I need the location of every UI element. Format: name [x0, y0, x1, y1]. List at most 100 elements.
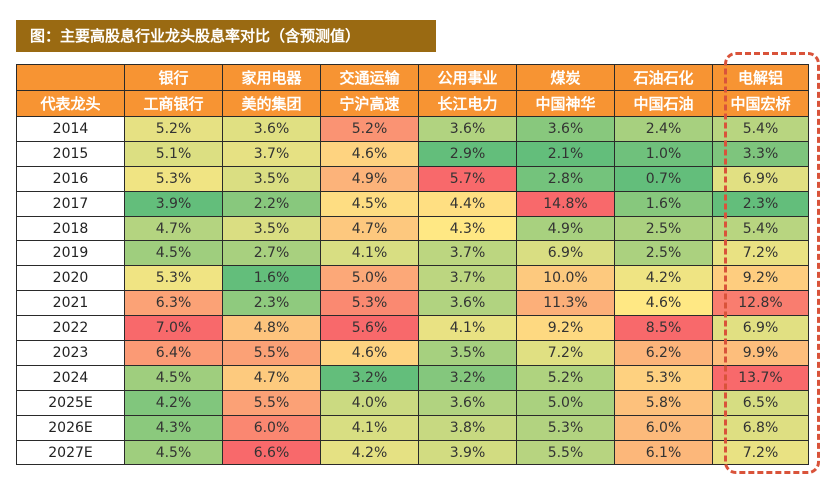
industry-header: 石油石化 [614, 64, 713, 91]
yield-cell: 5.2% [516, 364, 615, 391]
figure-title: 图：主要高股息行业龙头股息率对比（含预测值） [16, 20, 436, 52]
yield-cell: 5.8% [614, 389, 713, 416]
yield-cell: 6.3% [124, 290, 223, 317]
yield-cell: 3.6% [516, 116, 615, 142]
yield-cell: 10.0% [516, 265, 615, 292]
yield-cell: 4.9% [320, 165, 419, 192]
company-header: 中国石油 [614, 90, 713, 117]
yield-cell: 5.3% [516, 414, 615, 441]
yield-cell: 5.2% [124, 116, 223, 142]
yield-cell: 3.9% [124, 190, 223, 217]
company-header-row: 代表龙头 工商银行 美的集团 宁沪高速 长江电力 中国神华 中国石油 中国宏桥 [16, 90, 809, 117]
corner-label: 代表龙头 [16, 90, 125, 117]
yield-cell: 4.2% [320, 439, 419, 466]
header-corner-blank [16, 64, 125, 91]
yield-cell: 6.9% [712, 165, 809, 192]
yield-cell: 8.5% [614, 315, 713, 342]
year-cell: 2020 [16, 265, 125, 292]
year-cell: 2018 [16, 215, 125, 242]
yield-cell: 2.3% [712, 190, 809, 217]
yield-cell: 3.5% [418, 340, 517, 366]
yield-cell: 3.2% [320, 364, 419, 391]
industry-header: 交通运输 [320, 64, 419, 91]
table-row: 2017 3.9% 2.2% 4.5% 4.4% 14.8% 1.6% 2.3% [16, 190, 809, 217]
yield-cell: 5.4% [712, 116, 809, 142]
yield-cell: 4.3% [418, 215, 517, 242]
yield-cell: 5.6% [320, 315, 419, 342]
yield-cell: 7.0% [124, 315, 223, 342]
yield-cell: 6.0% [222, 414, 321, 441]
company-header: 中国宏桥 [712, 90, 809, 117]
yield-cell: 4.1% [320, 414, 419, 441]
yield-cell: 4.1% [418, 315, 517, 342]
company-header: 工商银行 [124, 90, 223, 117]
yield-cell: 5.0% [516, 389, 615, 416]
yield-cell: 4.2% [614, 265, 713, 292]
yield-cell: 5.0% [320, 265, 419, 292]
table-row: 2020 5.3% 1.6% 5.0% 3.7% 10.0% 4.2% 9.2% [16, 265, 809, 292]
yield-cell: 3.9% [418, 439, 517, 466]
industry-header: 银行 [124, 64, 223, 91]
yield-cell: 4.6% [320, 140, 419, 167]
yield-cell: 4.6% [320, 340, 419, 366]
table-row: 2015 5.1% 3.7% 4.6% 2.9% 2.1% 1.0% 3.3% [16, 140, 809, 167]
yield-cell: 4.1% [320, 240, 419, 267]
industry-header: 公用事业 [418, 64, 517, 91]
yield-cell: 1.0% [614, 140, 713, 167]
yield-cell: 4.6% [614, 290, 713, 317]
table-row: 2021 6.3% 2.3% 5.3% 3.6% 11.3% 4.6% 12.8% [16, 290, 809, 317]
yield-cell: 2.9% [418, 140, 517, 167]
yield-cell: 4.0% [320, 389, 419, 416]
year-cell: 2023 [16, 340, 125, 366]
yield-cell: 2.1% [516, 140, 615, 167]
yield-cell: 4.5% [124, 364, 223, 391]
table-row: 2027E 4.5% 6.6% 4.2% 3.9% 5.5% 6.1% 7.2% [16, 439, 809, 466]
yield-cell: 3.6% [222, 116, 321, 142]
yield-cell: 6.2% [614, 340, 713, 366]
year-cell: 2022 [16, 315, 125, 342]
yield-cell: 4.4% [418, 190, 517, 217]
yield-cell: 2.5% [614, 215, 713, 242]
table-row: 2022 7.0% 4.8% 5.6% 4.1% 9.2% 8.5% 6.9% [16, 315, 809, 342]
table-row: 2024 4.5% 4.7% 3.2% 3.2% 5.2% 5.3% 13.7% [16, 364, 809, 391]
yield-cell: 5.5% [222, 340, 321, 366]
company-header: 宁沪高速 [320, 90, 419, 117]
yield-cell: 5.3% [124, 265, 223, 292]
yield-cell: 5.3% [614, 364, 713, 391]
yield-cell: 5.5% [516, 439, 615, 466]
year-cell: 2026E [16, 414, 125, 441]
yield-cell: 3.6% [418, 116, 517, 142]
company-header: 美的集团 [222, 90, 321, 117]
yield-cell: 7.2% [516, 340, 615, 366]
yield-cell: 2.5% [614, 240, 713, 267]
industry-header-row: 银行 家用电器 交通运输 公用事业 煤炭 石油石化 电解铝 [16, 64, 809, 91]
yield-cell: 5.2% [320, 116, 419, 142]
yield-cell: 4.8% [222, 315, 321, 342]
yield-cell: 6.6% [222, 439, 321, 466]
yield-cell: 5.1% [124, 140, 223, 167]
yield-cell: 4.5% [124, 240, 223, 267]
year-cell: 2016 [16, 165, 125, 192]
yield-cell: 5.4% [712, 215, 809, 242]
table-row: 2018 4.7% 3.5% 4.7% 4.3% 4.9% 2.5% 5.4% [16, 215, 809, 242]
yield-cell: 0.7% [614, 165, 713, 192]
yield-cell: 2.3% [222, 290, 321, 317]
yield-cell: 5.7% [418, 165, 517, 192]
yield-cell: 4.5% [124, 439, 223, 466]
yield-cell: 3.6% [418, 290, 517, 317]
yield-cell: 3.2% [418, 364, 517, 391]
yield-cell: 2.8% [516, 165, 615, 192]
year-cell: 2015 [16, 140, 125, 167]
yield-cell: 3.6% [418, 389, 517, 416]
table-row: 2016 5.3% 3.5% 4.9% 5.7% 2.8% 0.7% 6.9% [16, 165, 809, 192]
yield-cell: 14.8% [516, 190, 615, 217]
yield-cell: 6.4% [124, 340, 223, 366]
yield-cell: 4.2% [124, 389, 223, 416]
yield-cell: 6.9% [712, 315, 809, 342]
yield-cell: 13.7% [712, 364, 809, 391]
industry-header: 煤炭 [516, 64, 615, 91]
yield-cell: 1.6% [614, 190, 713, 217]
company-header: 中国神华 [516, 90, 615, 117]
yield-cell: 5.3% [124, 165, 223, 192]
yield-cell: 4.7% [320, 215, 419, 242]
